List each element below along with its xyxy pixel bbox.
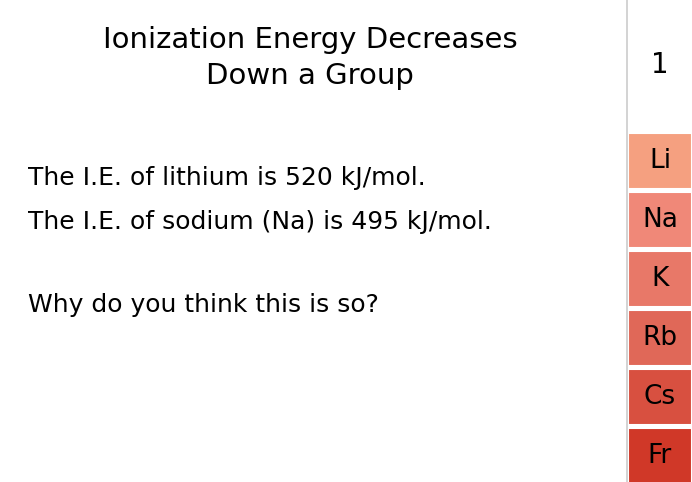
Bar [628, 192, 692, 248]
Text: The I.E. of sodium (Na) is 495 kJ/mol.: The I.E. of sodium (Na) is 495 kJ/mol. [28, 210, 492, 234]
Bar [628, 369, 692, 425]
Text: Fr: Fr [648, 443, 672, 469]
Text: The I.E. of lithium is 520 kJ/mol.: The I.E. of lithium is 520 kJ/mol. [28, 166, 426, 190]
Bar [628, 310, 692, 366]
Text: K: K [651, 266, 668, 292]
Text: Na: Na [642, 207, 678, 233]
Text: Li: Li [649, 148, 671, 174]
Text: Cs: Cs [644, 384, 676, 410]
Text: Ionization Energy Decreases
Down a Group: Ionization Energy Decreases Down a Group [102, 26, 518, 90]
Text: Rb: Rb [642, 325, 677, 351]
Bar [628, 251, 692, 307]
Bar [628, 133, 692, 189]
Text: Why do you think this is so?: Why do you think this is so? [28, 293, 379, 317]
Text: 1: 1 [651, 51, 668, 79]
Bar [628, 428, 692, 482]
